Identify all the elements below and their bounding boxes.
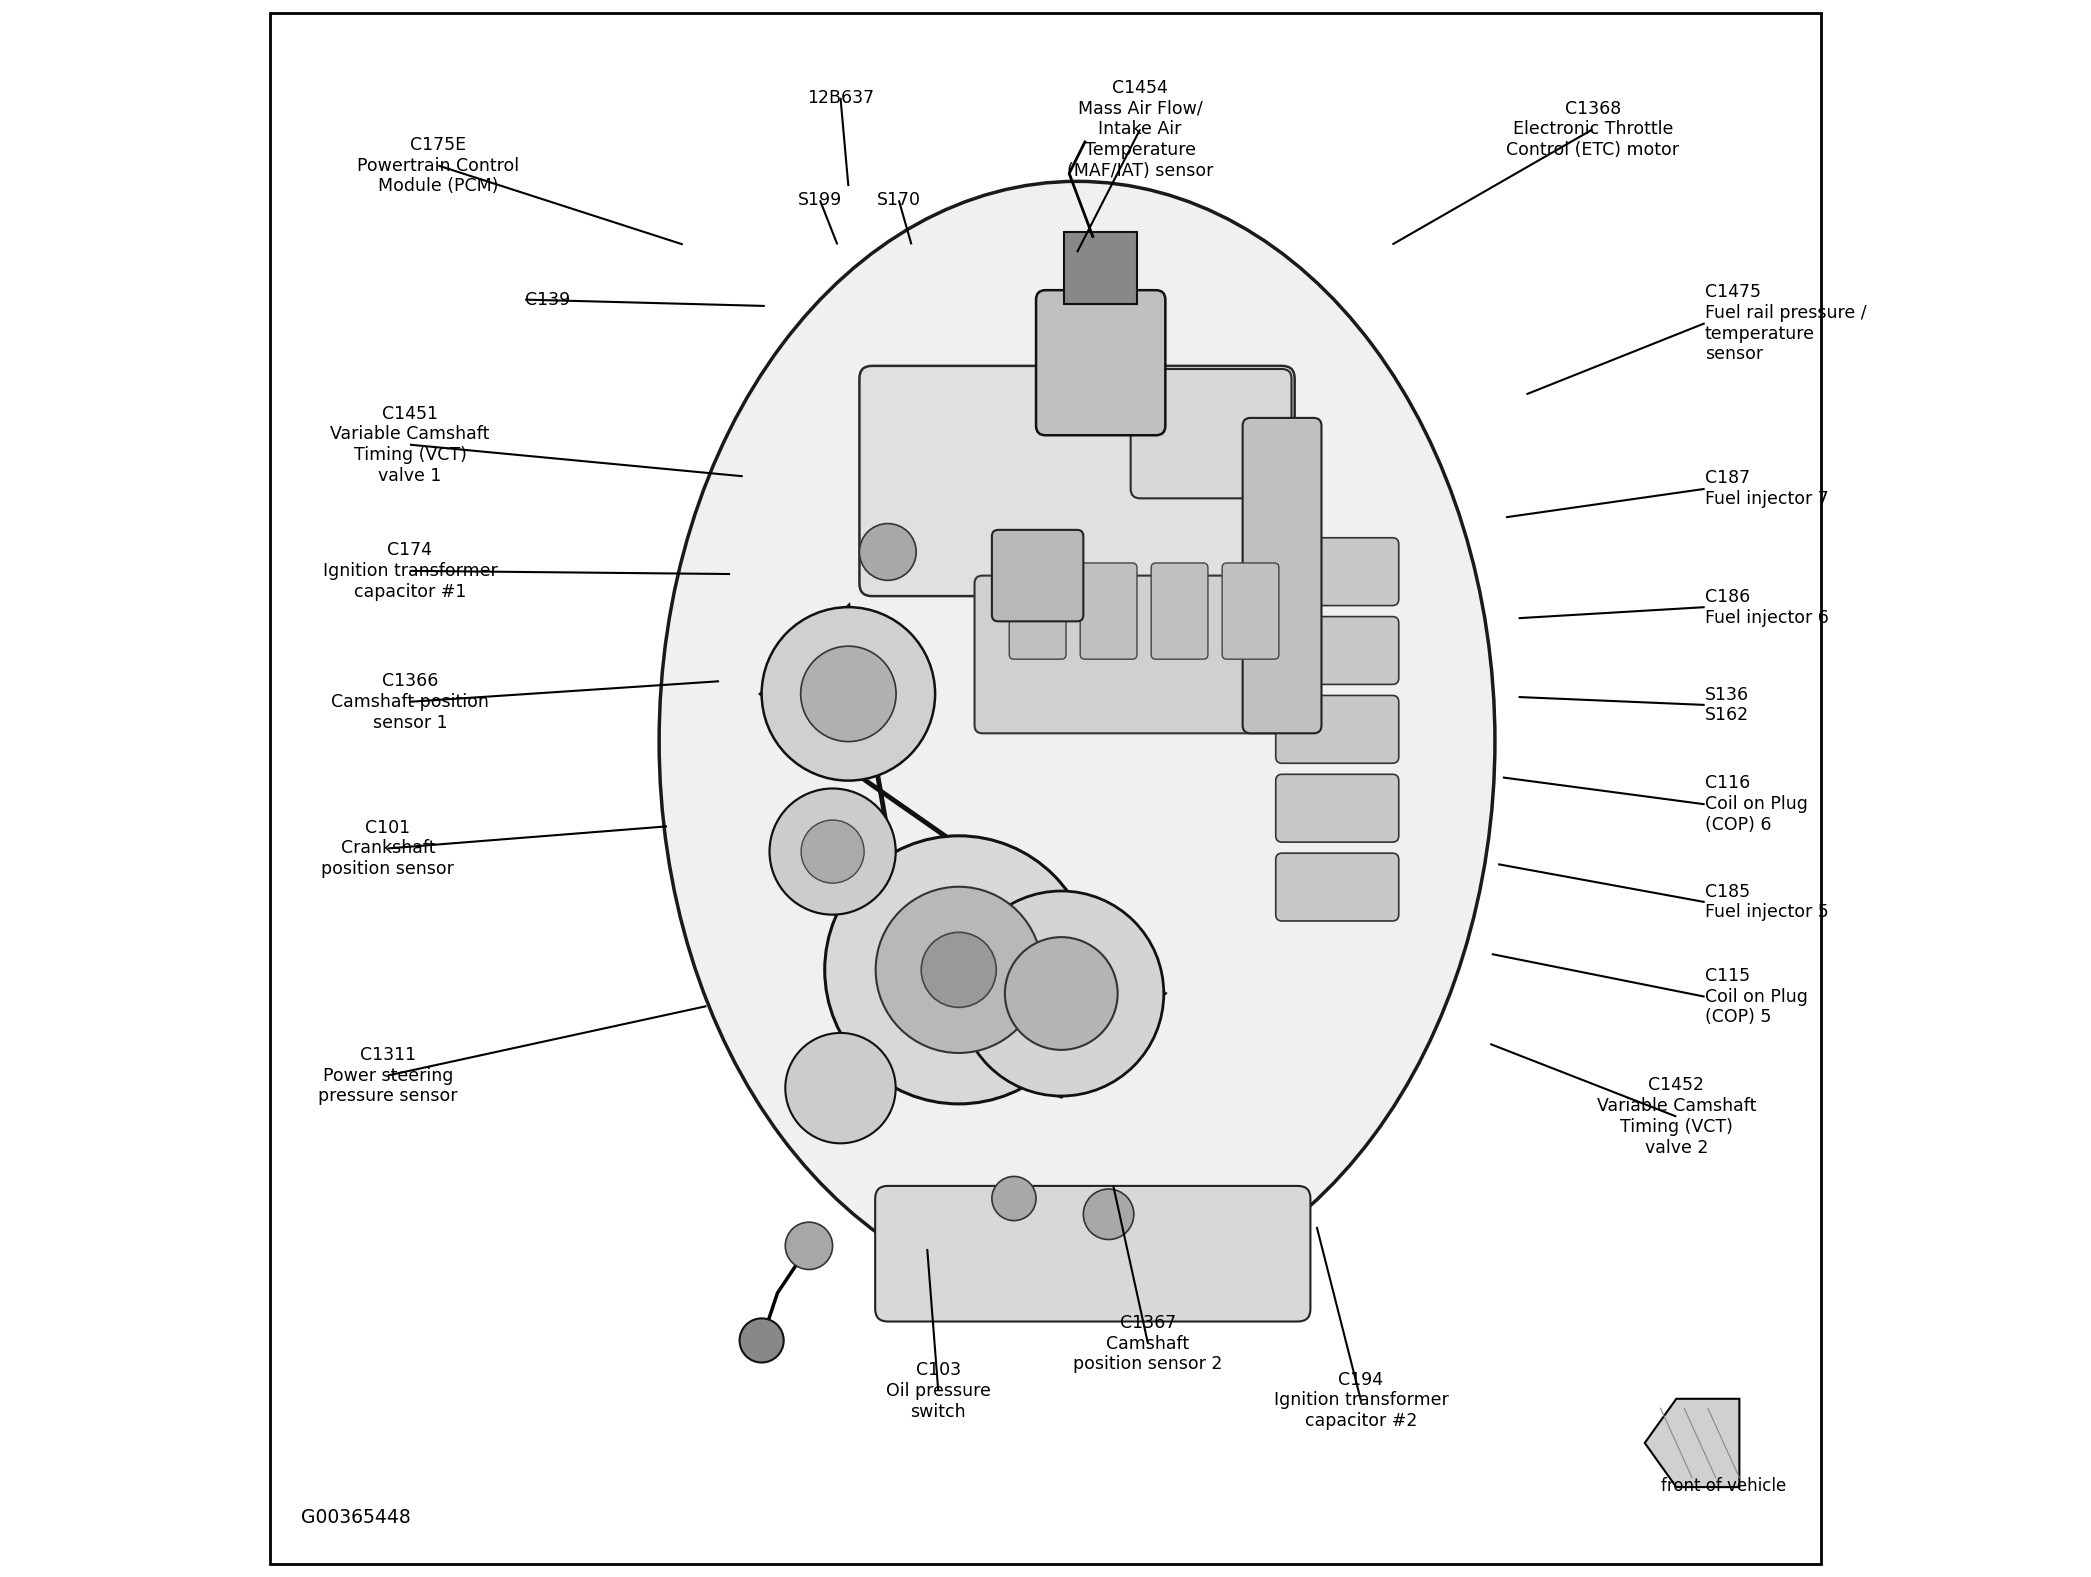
FancyBboxPatch shape [1035,290,1165,435]
Text: C115
Coil on Plug
(COP) 5: C115 Coil on Plug (COP) 5 [1704,967,1807,1027]
FancyBboxPatch shape [1276,774,1399,842]
FancyBboxPatch shape [1131,369,1292,498]
Text: C139: C139 [525,290,571,309]
Text: front of vehicle: front of vehicle [1660,1476,1786,1495]
Circle shape [922,932,995,1008]
FancyBboxPatch shape [1242,418,1322,733]
Text: C101
Crankshaft
position sensor: C101 Crankshaft position sensor [322,818,454,878]
Text: S170: S170 [876,191,920,210]
Circle shape [761,607,935,781]
FancyBboxPatch shape [991,530,1083,621]
Circle shape [991,1176,1035,1221]
FancyBboxPatch shape [1081,563,1138,659]
Circle shape [740,1318,784,1363]
Circle shape [960,891,1165,1096]
Text: C116
Coil on Plug
(COP) 6: C116 Coil on Plug (COP) 6 [1704,774,1807,834]
Text: C1367
Camshaft
position sensor 2: C1367 Camshaft position sensor 2 [1073,1314,1223,1374]
Circle shape [859,524,916,580]
Text: C187
Fuel injector 7: C187 Fuel injector 7 [1704,470,1828,508]
FancyBboxPatch shape [1010,563,1066,659]
Text: C185
Fuel injector 5: C185 Fuel injector 5 [1704,883,1828,921]
Text: C1451
Variable Camshaft
Timing (VCT)
valve 1: C1451 Variable Camshaft Timing (VCT) val… [330,405,489,484]
Text: C1454
Mass Air Flow/
Intake Air
Temperature
(MAF/IAT) sensor: C1454 Mass Air Flow/ Intake Air Temperat… [1066,79,1213,180]
Text: C186
Fuel injector 6: C186 Fuel injector 6 [1704,588,1828,626]
FancyBboxPatch shape [876,1186,1311,1322]
Text: C1475
Fuel rail pressure /
temperature
sensor: C1475 Fuel rail pressure / temperature s… [1704,284,1867,363]
FancyBboxPatch shape [1276,853,1399,921]
Text: C194
Ignition transformer
capacitor #2: C194 Ignition transformer capacitor #2 [1273,1370,1449,1430]
Ellipse shape [659,181,1495,1301]
FancyBboxPatch shape [859,366,1294,596]
Text: C174
Ignition transformer
capacitor #1: C174 Ignition transformer capacitor #1 [322,541,498,601]
FancyBboxPatch shape [1276,617,1399,684]
Circle shape [1083,1189,1133,1240]
Circle shape [1006,937,1119,1050]
Circle shape [786,1033,895,1143]
FancyBboxPatch shape [1276,695,1399,763]
FancyBboxPatch shape [1221,563,1280,659]
Text: 12B637: 12B637 [807,88,874,107]
FancyBboxPatch shape [1276,538,1399,606]
Circle shape [801,820,864,883]
FancyBboxPatch shape [974,576,1290,733]
Circle shape [801,647,897,741]
Circle shape [786,1222,832,1269]
Circle shape [876,886,1041,1053]
FancyBboxPatch shape [1064,232,1138,304]
Text: S199: S199 [799,191,843,210]
Circle shape [824,836,1094,1104]
Text: C1452
Variable Camshaft
Timing (VCT)
valve 2: C1452 Variable Camshaft Timing (VCT) val… [1598,1077,1756,1156]
Text: G00365448: G00365448 [301,1508,412,1527]
Text: C175E
Powertrain Control
Module (PCM): C175E Powertrain Control Module (PCM) [358,136,519,196]
Text: C1311
Power steering
pressure sensor: C1311 Power steering pressure sensor [318,1046,458,1105]
Text: C1366
Camshaft position
sensor 1: C1366 Camshaft position sensor 1 [330,672,489,732]
Text: C103
Oil pressure
switch: C103 Oil pressure switch [887,1361,991,1421]
FancyBboxPatch shape [1152,563,1209,659]
Text: C1368
Electronic Throttle
Control (ETC) motor: C1368 Electronic Throttle Control (ETC) … [1506,99,1679,159]
Circle shape [769,788,895,915]
Polygon shape [1646,1399,1740,1487]
Text: S136
S162: S136 S162 [1704,686,1748,724]
